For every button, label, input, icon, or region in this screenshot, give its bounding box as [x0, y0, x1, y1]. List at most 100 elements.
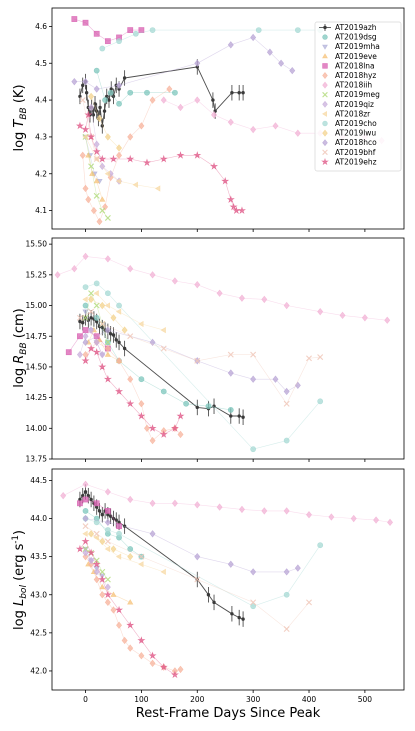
data-point-at2019ehz	[237, 206, 246, 215]
data-point-at2019meg	[82, 314, 89, 321]
data-point-at2018lna	[82, 19, 89, 26]
legend-label: AT2018hco	[335, 138, 377, 147]
data-point-at2019bhf	[93, 156, 100, 163]
data-point-at2019azh	[89, 497, 93, 502]
data-point-at2019azh	[94, 109, 99, 113]
x-tick-label: 500	[358, 695, 373, 704]
data-point-at2019azh	[100, 325, 104, 330]
series-at2019cho	[99, 27, 324, 52]
data-point-at2019bhf	[76, 314, 83, 321]
data-point-at2019azh	[237, 414, 241, 418]
data-point-at2019azh	[122, 76, 127, 80]
data-point-at2019azh	[91, 113, 96, 117]
data-point-at2019ehz	[321, 157, 329, 166]
data-point-at2019ehz	[81, 537, 90, 545]
data-point-at2019cho	[99, 45, 106, 52]
data-point-at2019azh	[93, 102, 97, 106]
data-point-at2018hyz	[93, 575, 100, 584]
legend-label: AT2019azh	[335, 23, 377, 32]
data-point-at2018hyz	[138, 122, 145, 130]
data-point-at2019azh	[117, 87, 121, 91]
data-point-at2018hyz	[149, 96, 156, 104]
data-point-at2018lna	[104, 508, 111, 514]
legend-item: AT2018lna	[322, 61, 375, 70]
data-point-at2018hyz	[110, 606, 117, 614]
data-point-at2019azh	[78, 319, 82, 324]
data-point-at2019bhf	[306, 355, 313, 362]
data-point-at2018iih	[328, 513, 335, 521]
data-point-at2018zr	[82, 296, 88, 303]
data-point-at2018zr	[82, 133, 88, 141]
data-point-at2018iih	[149, 271, 156, 279]
data-point-at2019qiz	[88, 103, 95, 112]
legend-item: AT2018iih	[322, 81, 372, 90]
data-point-at2018iih	[104, 255, 111, 263]
legend-label: AT2019meg	[335, 90, 380, 99]
data-point-at2019ehz	[98, 575, 107, 583]
data-point-at2019cho	[116, 38, 122, 45]
data-point-at2019cho	[317, 542, 324, 549]
series-at2019ehz	[75, 537, 179, 679]
data-point-at2019dsg	[127, 546, 134, 552]
data-point-at2019ehz	[226, 195, 235, 203]
data-point-at2018iih	[194, 280, 201, 289]
data-point-at2018iih	[238, 505, 245, 514]
data-point-at2018hyz	[127, 644, 134, 652]
data-point-at2019meg	[322, 91, 328, 98]
data-point-at2019azh	[212, 600, 216, 605]
data-point-at2019ehz	[126, 154, 135, 163]
data-point-at2018hyz	[116, 621, 123, 629]
data-point-at2018iih	[272, 122, 279, 130]
data-point-at2019meg	[82, 546, 89, 553]
y-tick-label: 15.00	[26, 301, 48, 310]
data-point-at2019cho	[93, 280, 100, 287]
legend-label: AT2018iih	[335, 81, 372, 90]
data-point-at2018zr	[138, 561, 144, 568]
y-tick-label: 4.6	[35, 22, 47, 31]
data-point-at2019bhf	[82, 523, 89, 530]
data-point-at2019azh	[122, 346, 127, 351]
series-at2018zr	[82, 290, 166, 334]
data-point-at2019ehz	[75, 121, 84, 130]
data-point-at2018hyz	[116, 357, 123, 365]
data-point-at2019azh	[100, 124, 104, 128]
data-point-at2019dsg	[183, 400, 189, 407]
data-point-at2018iih	[171, 499, 178, 507]
data-point-at2018lna	[71, 16, 78, 22]
legend-item: AT2019dsg	[322, 33, 377, 42]
data-point-at2019ehz	[210, 162, 219, 170]
data-point-at2019ehz	[176, 151, 185, 159]
legend-item: AT2019eve	[322, 52, 377, 61]
data-point-at2019bhf	[104, 538, 111, 545]
data-point-at2018lna	[138, 27, 145, 33]
y-axis-label: log Lbol (erg s-1)	[11, 530, 29, 630]
x-tick-label: 200	[190, 695, 205, 704]
data-point-at2019azh	[106, 513, 110, 517]
data-point-at2019lwu	[121, 326, 128, 334]
data-point-at2018iih	[127, 265, 134, 273]
data-point-at2019ehz	[103, 590, 112, 599]
data-point-at2018iih	[82, 252, 89, 261]
data-point-at2018hco	[283, 568, 290, 576]
data-point-at2019bhf	[250, 599, 257, 606]
data-point-at2019azh	[195, 405, 199, 410]
data-point-at2018lna	[82, 327, 89, 333]
data-point-at2019meg	[99, 568, 106, 575]
data-point-at2019azh	[81, 321, 85, 325]
data-point-at2019azh	[108, 514, 113, 518]
data-point-at2019azh	[229, 414, 233, 418]
y-tick-label: 4.3	[35, 133, 47, 142]
y-tick-label: 14.75	[26, 332, 48, 341]
plot-area	[54, 252, 391, 453]
x-tick-label: 300	[246, 695, 261, 704]
series-line-at2018iih	[63, 483, 391, 523]
data-point-at2018hco	[272, 375, 279, 383]
data-point-at2018hyz	[90, 206, 97, 215]
data-point-at2018lna	[82, 496, 89, 503]
data-point-at2018lna	[65, 349, 72, 356]
y-tick-label: 4.1	[35, 206, 47, 215]
data-point-at2018lna	[104, 38, 111, 45]
data-point-at2018hco	[266, 48, 273, 56]
series-at2019lwu	[88, 295, 128, 334]
data-point-at2019qiz	[99, 350, 106, 359]
